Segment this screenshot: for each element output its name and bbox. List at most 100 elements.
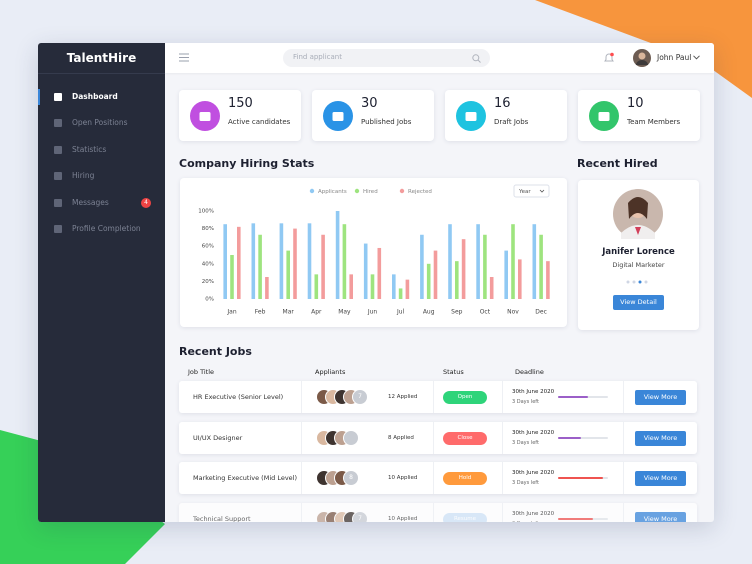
stat-label: Team Members bbox=[627, 118, 681, 126]
progress-bar bbox=[558, 436, 581, 439]
bar bbox=[223, 224, 227, 299]
bar bbox=[546, 261, 550, 299]
search-box[interactable]: Find applicant bbox=[283, 49, 490, 67]
y-tick-label: 0% bbox=[205, 297, 214, 303]
stat-value: 150 bbox=[228, 96, 253, 111]
column-divider bbox=[502, 381, 503, 413]
view-more-button[interactable]: View More bbox=[635, 430, 686, 446]
bar bbox=[370, 274, 375, 299]
stat-label: Active candidates bbox=[228, 118, 291, 126]
notification-bell[interactable] bbox=[603, 52, 615, 64]
nav-icon bbox=[54, 172, 62, 181]
bar bbox=[405, 279, 410, 299]
bar bbox=[476, 224, 480, 299]
stat-card: 10 Team Members bbox=[578, 90, 700, 141]
period-dropdown[interactable] bbox=[513, 184, 550, 198]
progress-bar bbox=[558, 477, 603, 480]
stat-icon-frame bbox=[190, 101, 220, 131]
job-row: Marketing Executive (Mid Level) 8 10 Appli… bbox=[179, 462, 697, 495]
column-divider bbox=[301, 381, 302, 413]
period-label[interactable]: Year bbox=[518, 189, 531, 195]
job-row: UI/UX Designer 8 Applied Close 30th June 20… bbox=[179, 421, 697, 454]
nav-badge: 4 bbox=[141, 197, 151, 208]
x-tick-label: Oct bbox=[480, 309, 491, 316]
nav-icon bbox=[54, 198, 62, 207]
user-chevron[interactable] bbox=[693, 55, 700, 60]
job-row: HR Executive (Senior Level) 7 12 Applied Op… bbox=[179, 381, 697, 413]
nav-icon bbox=[54, 119, 62, 128]
legend-label: Rejected bbox=[408, 189, 432, 195]
column-divider bbox=[623, 503, 624, 522]
deadline-date: 30th June 2020 bbox=[512, 511, 555, 518]
bar bbox=[392, 274, 396, 299]
hired-name: Janifer Lorence bbox=[602, 247, 675, 257]
job-title: Marketing Executive (Mid Level) bbox=[193, 474, 298, 483]
nav-icon bbox=[54, 145, 62, 154]
bar bbox=[286, 250, 290, 299]
applied-count: 10 Applied bbox=[388, 516, 418, 522]
y-tick-label: 60% bbox=[202, 244, 214, 250]
days-left: 3 Days left bbox=[512, 439, 539, 446]
stat-icon-frame bbox=[323, 101, 353, 131]
x-tick-label: Jun bbox=[367, 309, 378, 316]
menu-icon[interactable] bbox=[179, 53, 189, 62]
view-more-button[interactable]: View More bbox=[635, 471, 686, 487]
x-tick-label: Apr bbox=[311, 309, 322, 316]
bar bbox=[363, 243, 368, 299]
column-divider bbox=[301, 462, 302, 495]
bar bbox=[455, 261, 459, 299]
view-more-button[interactable]: View More bbox=[635, 390, 686, 405]
bar bbox=[307, 223, 312, 299]
days-left: 3 Days left bbox=[512, 399, 539, 405]
nav-item[interactable]: Profile Completion bbox=[38, 221, 165, 237]
bar bbox=[539, 234, 543, 299]
x-tick-label: Aug bbox=[423, 309, 435, 316]
x-tick-label: Feb bbox=[255, 309, 266, 316]
stat-card: 16 Draft Jobs bbox=[445, 90, 567, 141]
bar bbox=[377, 247, 382, 299]
stat-icon-frame bbox=[589, 101, 619, 131]
section-title: Recent Jobs bbox=[179, 345, 252, 358]
column-divider bbox=[433, 421, 434, 454]
stat-label: Published Jobs bbox=[361, 118, 412, 126]
nav-item[interactable]: Statistics bbox=[38, 142, 165, 158]
bar bbox=[349, 274, 353, 299]
y-tick-label: 100% bbox=[198, 209, 214, 215]
section-title: Company Hiring Stats bbox=[179, 157, 315, 170]
section-title: Recent Hired bbox=[577, 157, 658, 170]
stat-label: Draft Jobs bbox=[494, 118, 529, 126]
column-divider bbox=[433, 503, 434, 522]
user-name[interactable]: John Paul bbox=[657, 53, 692, 62]
hired-avatar bbox=[613, 189, 663, 239]
view-detail-button[interactable]: View Detail bbox=[613, 295, 664, 310]
stat-icon bbox=[323, 101, 353, 131]
job-row: Technical Support 7 10 Applied Resume 30th J… bbox=[179, 503, 697, 522]
bar bbox=[342, 224, 347, 299]
carousel-dots[interactable] bbox=[625, 279, 653, 285]
days-left: 3 Days left bbox=[512, 521, 539, 522]
x-tick-label: Dec bbox=[535, 309, 547, 316]
column-divider bbox=[623, 421, 624, 454]
status-pill: Resume bbox=[443, 513, 487, 522]
status-pill: Open bbox=[443, 391, 487, 404]
bar bbox=[420, 234, 424, 299]
nav-item[interactable]: Messages 4 bbox=[38, 195, 165, 211]
progress-track bbox=[558, 396, 608, 398]
bar bbox=[504, 250, 508, 299]
view-more-button[interactable]: View More bbox=[635, 512, 686, 522]
nav-icon bbox=[54, 93, 62, 101]
orange-shape bbox=[535, 0, 752, 98]
bar bbox=[335, 211, 340, 299]
recent-hired-card: Janifer Lorence Digital Marketer View De… bbox=[578, 180, 699, 330]
column-divider bbox=[433, 462, 434, 495]
bar bbox=[230, 255, 234, 299]
nav-item[interactable]: Open Positions bbox=[38, 115, 165, 131]
nav-item[interactable]: Dashboard bbox=[38, 89, 165, 105]
search-placeholder: Find applicant bbox=[293, 53, 342, 61]
bar bbox=[448, 224, 452, 299]
stat-icon-glyph bbox=[465, 112, 477, 121]
nav-item[interactable]: Hiring bbox=[38, 168, 165, 184]
progress-bar bbox=[558, 396, 588, 398]
user-avatar[interactable] bbox=[633, 49, 651, 67]
topbar: Find applicant John Paul bbox=[165, 43, 714, 73]
